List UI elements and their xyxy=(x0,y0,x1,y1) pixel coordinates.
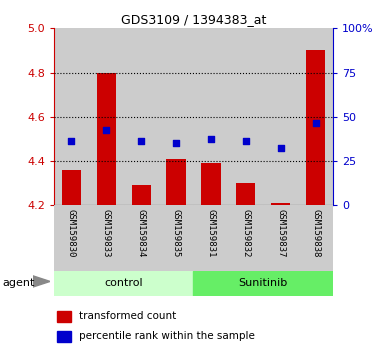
Bar xyxy=(89,205,124,271)
Point xyxy=(313,121,319,126)
Polygon shape xyxy=(33,276,50,287)
Text: control: control xyxy=(104,278,143,288)
Bar xyxy=(124,28,159,205)
Bar xyxy=(263,205,298,271)
Point xyxy=(208,136,214,142)
Point xyxy=(278,145,284,151)
Bar xyxy=(57,311,71,322)
Bar xyxy=(228,28,263,205)
Point xyxy=(138,138,144,144)
Text: GSM159830: GSM159830 xyxy=(67,209,76,257)
Point xyxy=(103,127,109,133)
Text: GSM159833: GSM159833 xyxy=(102,209,111,257)
Bar xyxy=(62,170,81,205)
Bar xyxy=(132,185,151,205)
Bar xyxy=(298,205,333,271)
Title: GDS3109 / 1394383_at: GDS3109 / 1394383_at xyxy=(121,13,266,26)
Text: GSM159831: GSM159831 xyxy=(206,209,216,257)
Text: GSM159838: GSM159838 xyxy=(311,209,320,257)
Text: agent: agent xyxy=(2,278,34,288)
Bar xyxy=(124,205,159,271)
Point xyxy=(173,141,179,146)
Bar xyxy=(228,205,263,271)
Point xyxy=(243,138,249,144)
Text: GSM159837: GSM159837 xyxy=(276,209,285,257)
Bar xyxy=(298,28,333,205)
Bar xyxy=(236,183,255,205)
Text: Sunitinib: Sunitinib xyxy=(239,278,288,288)
Bar xyxy=(201,163,221,205)
Bar xyxy=(54,28,89,205)
Bar xyxy=(194,28,228,205)
Bar xyxy=(159,205,194,271)
Bar xyxy=(271,203,290,205)
Text: GSM159835: GSM159835 xyxy=(171,209,181,257)
Text: GSM159834: GSM159834 xyxy=(137,209,146,257)
Bar xyxy=(194,271,333,296)
Bar xyxy=(263,28,298,205)
Bar xyxy=(89,28,124,205)
Bar xyxy=(54,205,89,271)
Bar xyxy=(306,51,325,205)
Bar xyxy=(54,271,194,296)
Point xyxy=(68,138,74,144)
Bar xyxy=(97,73,116,205)
Text: percentile rank within the sample: percentile rank within the sample xyxy=(79,331,255,341)
Bar xyxy=(166,159,186,205)
Bar xyxy=(194,205,228,271)
Bar xyxy=(159,28,194,205)
Text: GSM159832: GSM159832 xyxy=(241,209,250,257)
Bar xyxy=(57,331,71,342)
Text: transformed count: transformed count xyxy=(79,311,176,321)
